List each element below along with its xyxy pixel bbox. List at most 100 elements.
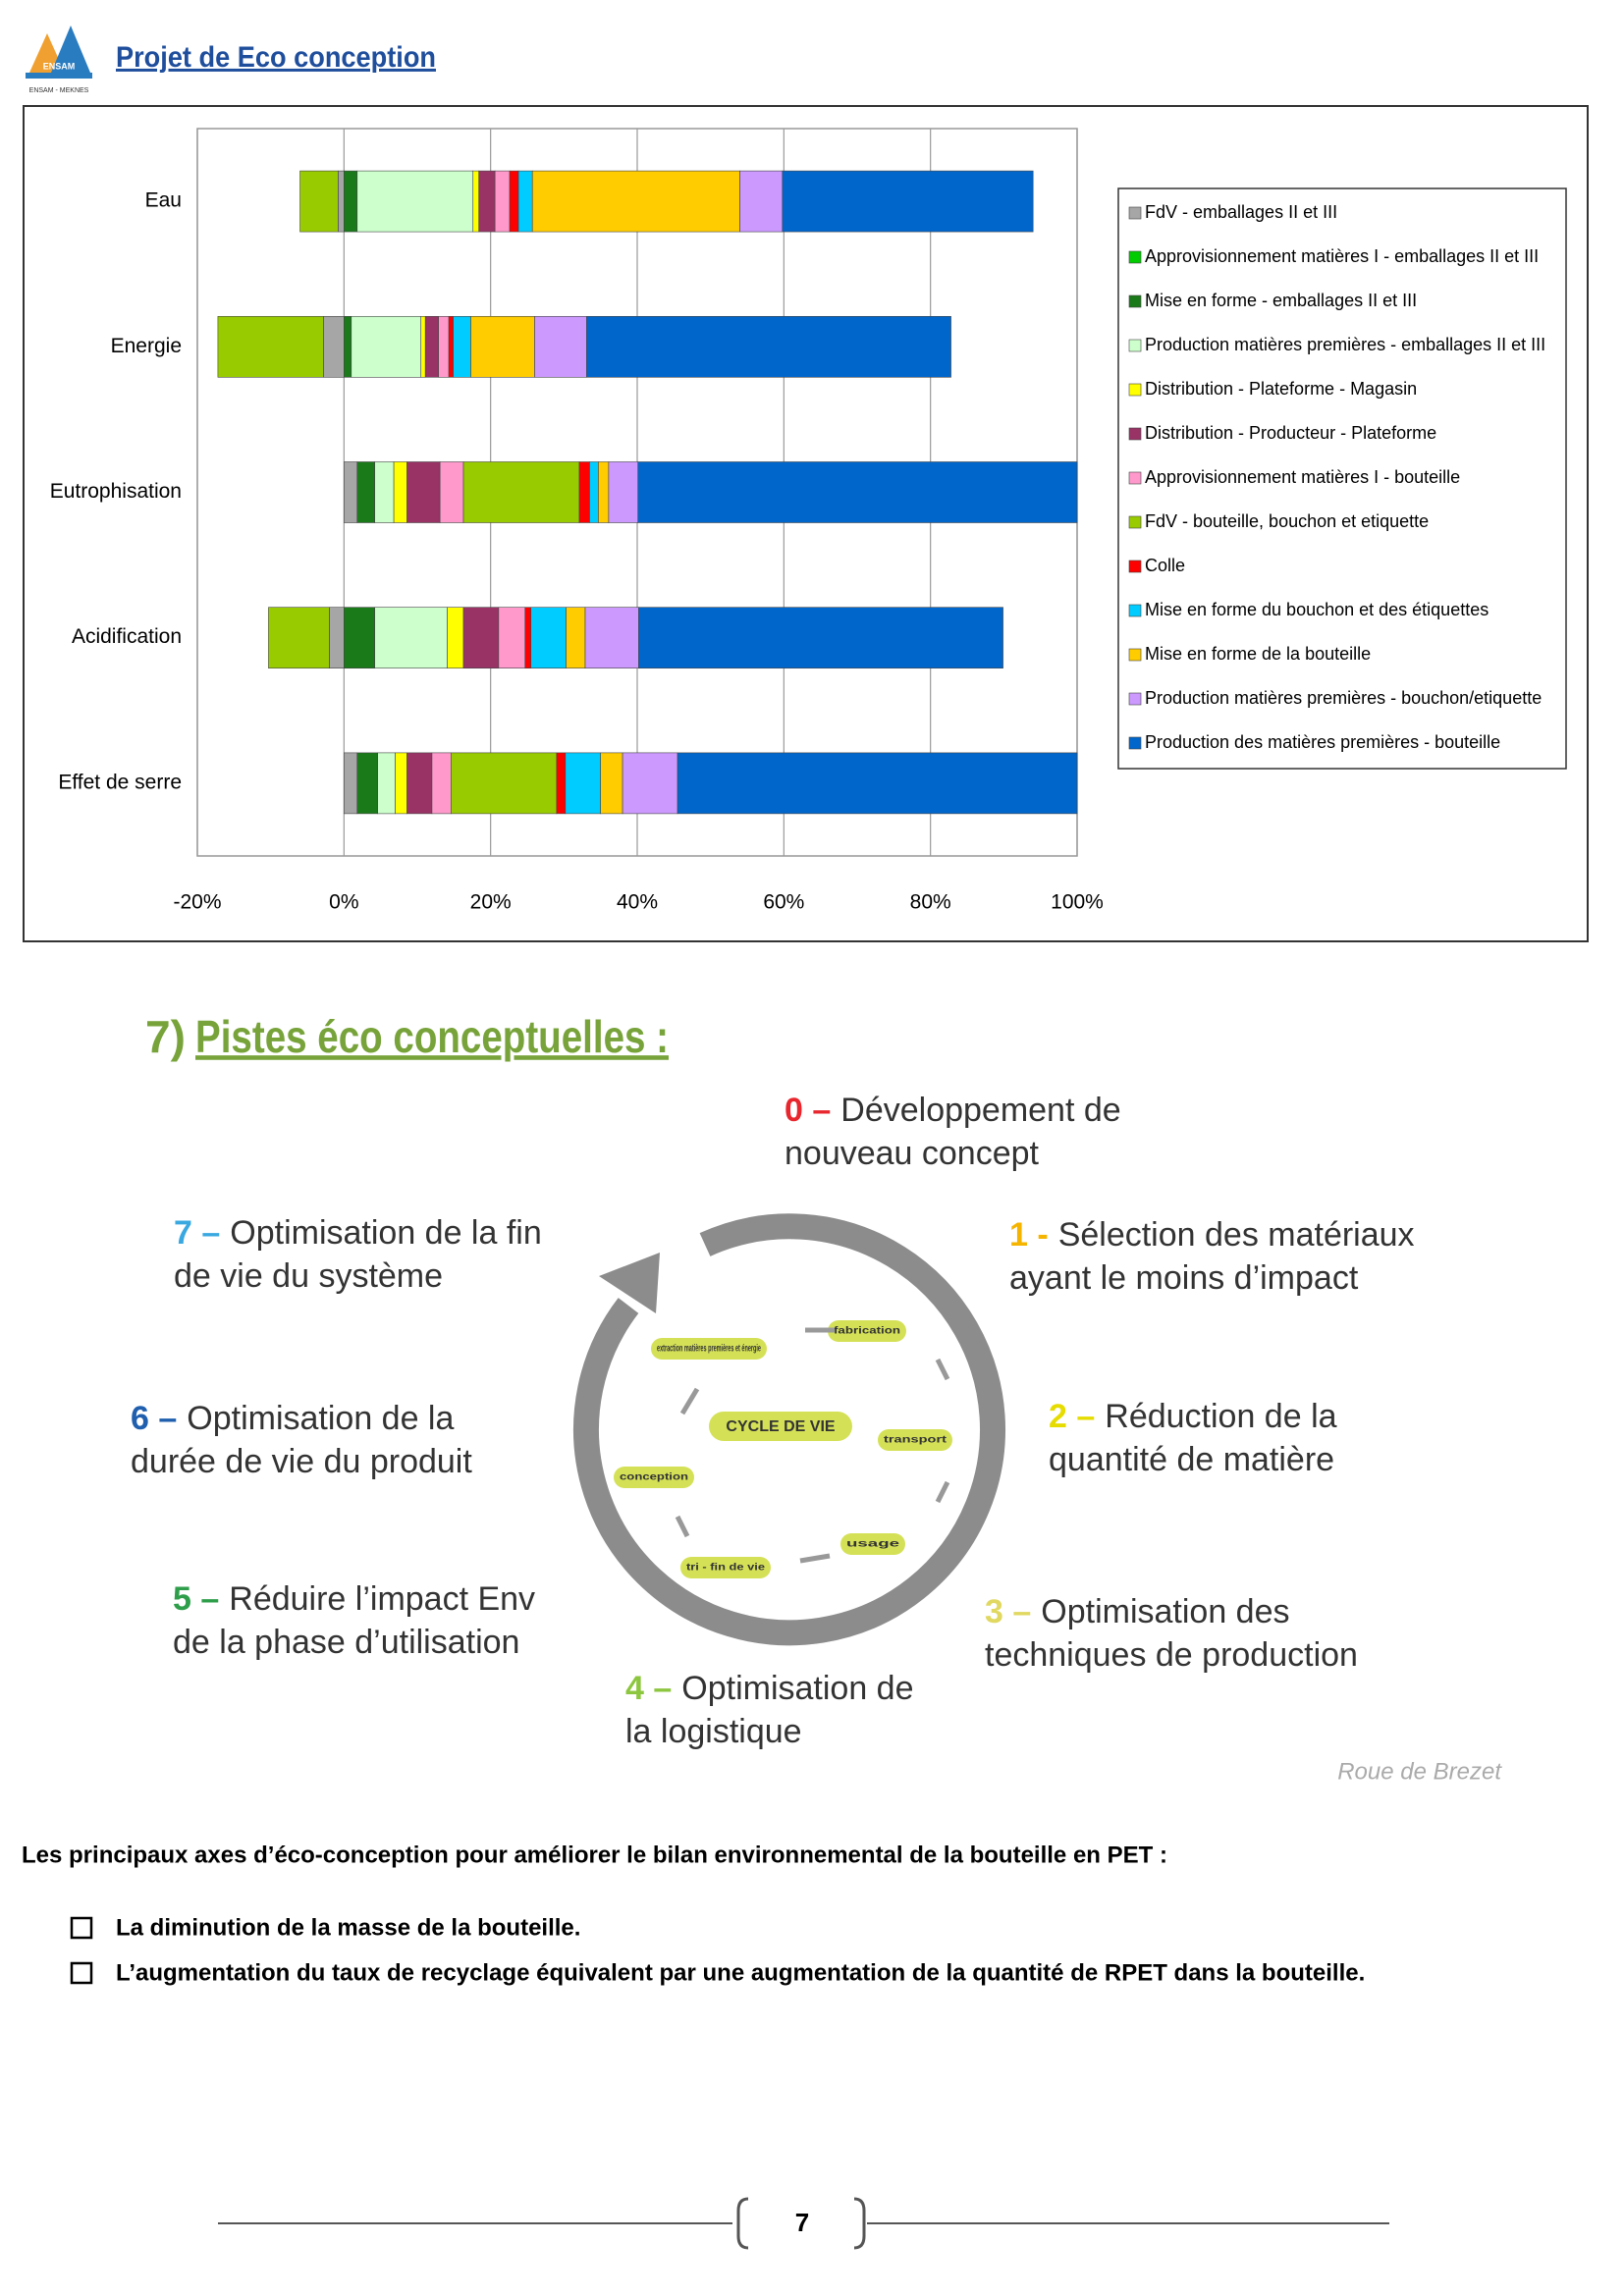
checkbox	[70, 1916, 93, 1940]
step-number: 4 –	[625, 1670, 672, 1707]
bar-segment	[472, 170, 480, 233]
legend-label: Mise en forme - emballages II et III	[1145, 291, 1417, 310]
bar-segment	[438, 315, 450, 378]
step-text: Développement de	[840, 1092, 1120, 1129]
legend-swatch	[1128, 648, 1142, 662]
bar-segment	[598, 461, 610, 523]
legend-swatch	[1128, 339, 1142, 352]
header-title: Projet de Eco conception	[116, 41, 436, 74]
step-text: de la phase d’utilisation	[173, 1624, 519, 1661]
bar-segment	[406, 461, 441, 523]
bar-segment	[586, 315, 951, 378]
stage-label: fabrication	[834, 1326, 900, 1337]
step-text: Réduction de la	[1105, 1398, 1336, 1435]
intro: Les principaux axes d’éco-conception pou…	[22, 1842, 1167, 1868]
legend-swatch	[1128, 206, 1142, 220]
bar-segment	[638, 607, 1003, 669]
page-number: 7	[795, 2208, 809, 2237]
bar-segment	[344, 170, 358, 233]
bar-segment	[453, 315, 471, 378]
bar-segment	[406, 752, 433, 815]
bar-segment	[739, 170, 784, 233]
step-label: 2 – Réduction de la	[1049, 1398, 1337, 1435]
bar-segment	[478, 170, 496, 233]
bar-segment	[344, 607, 375, 669]
bar-segment	[431, 752, 452, 815]
legend-swatch	[1128, 427, 1142, 441]
x-tick-label: 0%	[329, 891, 358, 914]
stage-pill	[828, 1320, 906, 1342]
bar-segment	[566, 607, 586, 669]
bar-segment	[677, 752, 1078, 815]
bar-segment	[299, 170, 339, 233]
bar-segment	[530, 607, 567, 669]
step-text: nouveau concept	[785, 1135, 1040, 1172]
logo-shape	[51, 26, 90, 73]
step-label: 6 – Optimisation de la	[131, 1400, 454, 1437]
step-text: ayant le moins d’impact	[1009, 1259, 1359, 1297]
step-number: 2 –	[1049, 1398, 1095, 1435]
bar-segment	[584, 607, 639, 669]
step-text: de vie du système	[174, 1257, 443, 1295]
flow-arrow	[799, 1553, 831, 1564]
diagram: 0 – Développement de nouveau concept 1 - Sél…	[131, 1092, 1415, 1750]
step-label: 7 – Optimisation de la fin	[174, 1214, 542, 1252]
bar-segment	[462, 607, 500, 669]
x-tick-label: 80%	[910, 891, 951, 914]
flow-arrow	[675, 1515, 690, 1538]
bar-segment	[556, 752, 567, 815]
bar-segment	[509, 170, 519, 233]
bar-segment	[356, 752, 378, 815]
bar-segment	[323, 315, 345, 378]
center-label: CYCLE DE VIE	[726, 1418, 835, 1435]
bar-segment	[448, 315, 454, 378]
bullet-list: La diminution de la masse de la bouteill…	[70, 1914, 1365, 1986]
bar-segment	[498, 607, 526, 669]
step-number: 6 –	[131, 1400, 177, 1437]
x-tick-label: 60%	[763, 891, 804, 914]
bar-segment	[344, 461, 358, 523]
stage-pill	[680, 1557, 771, 1578]
legend-label: FdV - emballages II et III	[1145, 202, 1337, 222]
y-tick-label: Eau	[145, 189, 182, 212]
legend-label: Production matières premières - emballag…	[1145, 335, 1545, 354]
bar-segment	[338, 170, 345, 233]
wheel-arrow	[599, 1253, 660, 1313]
stage-pill	[840, 1533, 905, 1555]
x-tick-label: 100%	[1051, 891, 1104, 914]
legend-label: Colle	[1145, 556, 1185, 575]
legend-box	[1117, 187, 1567, 770]
legend-label: Production des matières premières - bout…	[1145, 732, 1500, 752]
step-text: quantité de matière	[1049, 1441, 1334, 1478]
y-tick-label: Eutrophisation	[50, 480, 182, 503]
legend-swatch	[1128, 383, 1142, 397]
bullet-text: L’augmentation du taux de recyclage équi…	[116, 1959, 1365, 1986]
bar-segment	[377, 752, 396, 815]
checkbox	[70, 1961, 93, 1985]
bar-segment	[517, 170, 533, 233]
step-number: 3 –	[985, 1593, 1031, 1630]
legend-swatch	[1128, 736, 1142, 750]
section-number: 7)	[145, 1011, 186, 1062]
bar-segment	[344, 315, 352, 378]
step-label: 4 – Optimisation de	[625, 1670, 914, 1707]
bar-segment	[374, 607, 448, 669]
bar-segment	[534, 315, 587, 378]
step-number: 7 –	[174, 1214, 220, 1252]
step-text: Sélection des matériaux	[1058, 1216, 1415, 1254]
logo: ENSAM ENSAM - MEKNES	[26, 26, 92, 94]
stage-pill	[614, 1467, 694, 1488]
bar-segment	[494, 170, 511, 233]
flow-arrow	[935, 1480, 950, 1504]
bar-segment	[782, 170, 1034, 233]
stage-label: conception	[620, 1472, 688, 1483]
logo-shape	[26, 73, 92, 79]
bar-segment	[351, 315, 422, 378]
y-tick-label: Effet de serre	[58, 771, 182, 793]
x-tick-label: 40%	[617, 891, 658, 914]
step-text: durée de vie du produit	[131, 1443, 472, 1480]
bar-segment	[268, 607, 330, 669]
legend-label: Distribution - Producteur - Plateforme	[1145, 423, 1436, 443]
step-label: 5 – Réduire l’impact Env	[173, 1580, 535, 1618]
x-tick-label: -20%	[173, 891, 221, 914]
